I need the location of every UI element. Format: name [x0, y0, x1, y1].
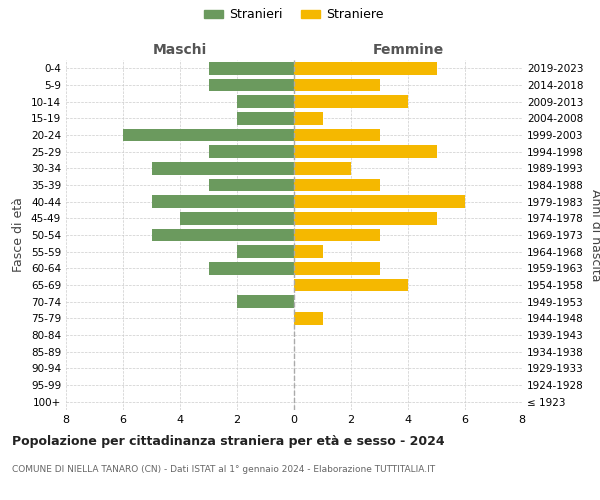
Legend: Stranieri, Straniere: Stranieri, Straniere [199, 4, 389, 26]
Y-axis label: Fasce di età: Fasce di età [13, 198, 25, 272]
Bar [294, 212, 437, 224]
Bar [209, 262, 294, 274]
Bar [209, 179, 294, 192]
Bar [294, 79, 380, 92]
Bar [294, 112, 323, 124]
Bar [294, 62, 437, 74]
Bar [294, 246, 323, 258]
Bar [294, 312, 323, 324]
Y-axis label: Anni di nascita: Anni di nascita [589, 188, 600, 281]
Bar [294, 196, 465, 208]
Bar [151, 196, 294, 208]
Text: COMUNE DI NIELLA TANARO (CN) - Dati ISTAT al 1° gennaio 2024 - Elaborazione TUTT: COMUNE DI NIELLA TANARO (CN) - Dati ISTA… [12, 465, 435, 474]
Text: Femmine: Femmine [373, 44, 443, 58]
Bar [294, 162, 351, 174]
Bar [180, 212, 294, 224]
Bar [237, 296, 294, 308]
Bar [294, 96, 408, 108]
Bar [294, 179, 380, 192]
Text: Maschi: Maschi [153, 44, 207, 58]
Bar [151, 229, 294, 241]
Bar [294, 279, 408, 291]
Bar [151, 162, 294, 174]
Text: Popolazione per cittadinanza straniera per età e sesso - 2024: Popolazione per cittadinanza straniera p… [12, 435, 445, 448]
Bar [209, 62, 294, 74]
Bar [294, 229, 380, 241]
Bar [294, 146, 437, 158]
Bar [237, 246, 294, 258]
Bar [294, 262, 380, 274]
Bar [209, 79, 294, 92]
Bar [237, 96, 294, 108]
Bar [123, 129, 294, 141]
Bar [294, 129, 380, 141]
Bar [237, 112, 294, 124]
Bar [209, 146, 294, 158]
